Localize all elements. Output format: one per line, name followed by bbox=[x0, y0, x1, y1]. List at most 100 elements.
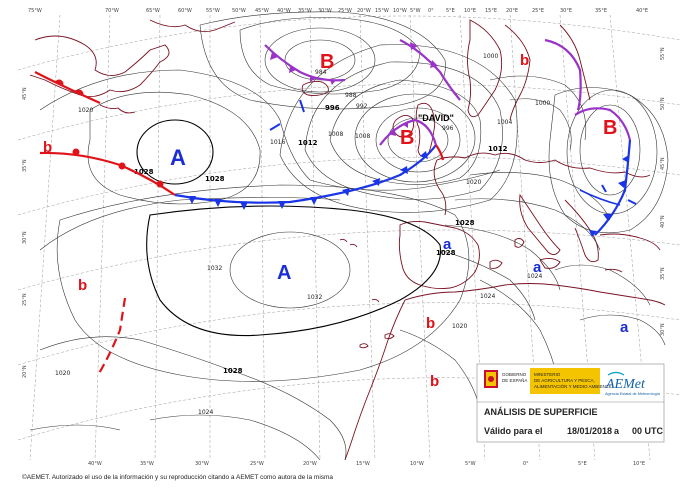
isobar-label: 1012 bbox=[298, 139, 318, 147]
isobar-label: 988 bbox=[345, 92, 357, 99]
aemet-logo: AEMet Agencia Estatal de Meteorología bbox=[605, 371, 661, 396]
isobar-label: 1024 bbox=[527, 273, 542, 280]
top-lon-label: 50°W bbox=[232, 8, 246, 14]
isobar-label: 1028 bbox=[436, 249, 456, 257]
top-lon-label: 10°W bbox=[393, 8, 407, 14]
isobar-label: 1032 bbox=[307, 294, 322, 301]
warm-front-semicircle bbox=[55, 79, 64, 86]
warm-front-semicircle bbox=[75, 89, 84, 96]
warm-front-semicircle bbox=[156, 180, 164, 188]
isobar-label: 1020 bbox=[78, 107, 93, 114]
occluded-front-line bbox=[544, 38, 582, 111]
top-lon-label: 65°W bbox=[146, 8, 160, 14]
top-lon-label: 0° bbox=[428, 8, 434, 14]
top-lon-label: 60°W bbox=[178, 8, 192, 14]
isobar-labels: 984 988 992 996 996 1000 1000 1004 1008 … bbox=[55, 53, 550, 416]
top-lon-label: 5°E bbox=[446, 8, 455, 14]
left-lat-label: 30°N bbox=[22, 231, 28, 244]
isobar-label: 996 bbox=[325, 104, 340, 112]
top-lon-label: 40°W bbox=[277, 8, 291, 14]
ministry-line2: DE AGRICULTURA Y PESCA, bbox=[534, 378, 595, 383]
left-lat-label: 25°N bbox=[22, 293, 28, 306]
trough-line bbox=[97, 297, 127, 376]
top-lon-label: 35°E bbox=[595, 8, 607, 14]
bottom-lon-label: 25°W bbox=[250, 461, 264, 467]
valid-date: 18/01/2018 bbox=[567, 426, 612, 436]
top-lon-label: 5°W bbox=[410, 8, 421, 14]
gov-line1: GOBIERNO bbox=[502, 372, 527, 377]
cold-front-triangles bbox=[188, 151, 428, 210]
top-lon-label: 30°W bbox=[318, 8, 332, 14]
isobar-label: 1020 bbox=[55, 370, 70, 377]
left-lat-label: 35°N bbox=[22, 159, 28, 172]
isobar-label: 1028 bbox=[455, 219, 475, 227]
isobar-label: 1028 bbox=[223, 367, 243, 375]
pressure-systems: B B B A A b b b b b a a a "DAVID" bbox=[43, 51, 629, 390]
relative-high: a bbox=[620, 319, 629, 336]
valid-label: Válido para el bbox=[484, 426, 543, 436]
bottom-lon-label: 10°W bbox=[410, 461, 424, 467]
relative-low: b bbox=[430, 373, 439, 390]
isobar-label: 1000 bbox=[535, 100, 550, 107]
isobar-label: 1004 bbox=[497, 119, 512, 126]
isobar-label: 1020 bbox=[452, 323, 467, 330]
bottom-lon-label: 5°E bbox=[578, 461, 587, 467]
aemet-logo-text: AEMet bbox=[605, 377, 646, 392]
right-lat-label: 35°N bbox=[660, 267, 666, 280]
cold-front-triangles bbox=[589, 155, 629, 237]
top-lon-label: 55°W bbox=[206, 8, 220, 14]
valid-at: a bbox=[614, 426, 620, 436]
ministry-line1: MINISTERIO bbox=[534, 372, 561, 377]
gov-line2: DE ESPAÑA bbox=[502, 377, 527, 383]
storm-name-label: "DAVID" bbox=[418, 113, 454, 123]
high-pressure-center: A bbox=[170, 145, 186, 170]
bottom-lon-label: 5°W bbox=[465, 461, 476, 467]
isobar-label: 992 bbox=[356, 103, 368, 110]
info-panel-title: ANÁLISIS DE SUPERFICIE bbox=[484, 407, 598, 417]
isobar-label: 1028 bbox=[205, 175, 225, 183]
relative-low: b bbox=[43, 139, 52, 156]
front-dash bbox=[601, 184, 607, 193]
top-lon-label: 15°W bbox=[375, 8, 389, 14]
right-lat-label: 50°N bbox=[660, 97, 666, 110]
relative-high: a bbox=[533, 259, 542, 276]
top-lon-label: 45°W bbox=[255, 8, 269, 14]
isobar-label: 984 bbox=[315, 69, 327, 76]
bottom-lon-label: 20°W bbox=[303, 461, 317, 467]
low-pressure-center: B bbox=[603, 117, 617, 139]
high-pressure-center: A bbox=[277, 262, 291, 284]
top-lon-label: 20°E bbox=[506, 8, 518, 14]
bottom-lon-label: 10°E bbox=[633, 461, 645, 467]
bottom-lon-label: 30°W bbox=[195, 461, 209, 467]
ministry-line3: ALIMENTACIÓN Y MEDIO AMBIENTE bbox=[534, 383, 612, 389]
right-lat-label: 40°N bbox=[660, 215, 666, 228]
top-lon-label: 30°E bbox=[560, 8, 572, 14]
top-lon-label: 25°E bbox=[532, 8, 544, 14]
isobar-label: 1016 bbox=[270, 139, 285, 146]
isobar-label: 996 bbox=[442, 125, 454, 132]
aemet-tagline: Agencia Estatal de Meteorología bbox=[605, 392, 661, 396]
right-lat-label: 30°N bbox=[660, 323, 666, 336]
top-lon-label: 40°E bbox=[636, 8, 648, 14]
left-lat-label: 45°N bbox=[22, 87, 28, 100]
low-pressure-center: B bbox=[320, 51, 334, 73]
isobar-label: 1012 bbox=[488, 145, 508, 153]
bottom-lon-label: 35°W bbox=[140, 461, 154, 467]
isobar-label: 1032 bbox=[207, 265, 222, 272]
top-lon-label: 20°W bbox=[357, 8, 371, 14]
occluded-front-line bbox=[379, 118, 438, 146]
cold-front-line bbox=[174, 144, 437, 204]
isobar-label: 1008 bbox=[355, 133, 370, 140]
right-lat-label: 45°N bbox=[660, 157, 666, 170]
ministry-banner bbox=[530, 368, 600, 394]
relative-low: b bbox=[520, 52, 529, 69]
bottom-lon-label: 40°W bbox=[88, 461, 102, 467]
weather-fronts bbox=[34, 38, 637, 376]
cold-front-line bbox=[594, 139, 632, 236]
low-pressure-center: B bbox=[400, 127, 414, 149]
cold-front-line bbox=[579, 189, 621, 206]
info-panel: GOBIERNO DE ESPAÑA MINISTERIO DE AGRICUL… bbox=[476, 363, 665, 443]
valid-time: 00 UTC bbox=[632, 426, 664, 436]
